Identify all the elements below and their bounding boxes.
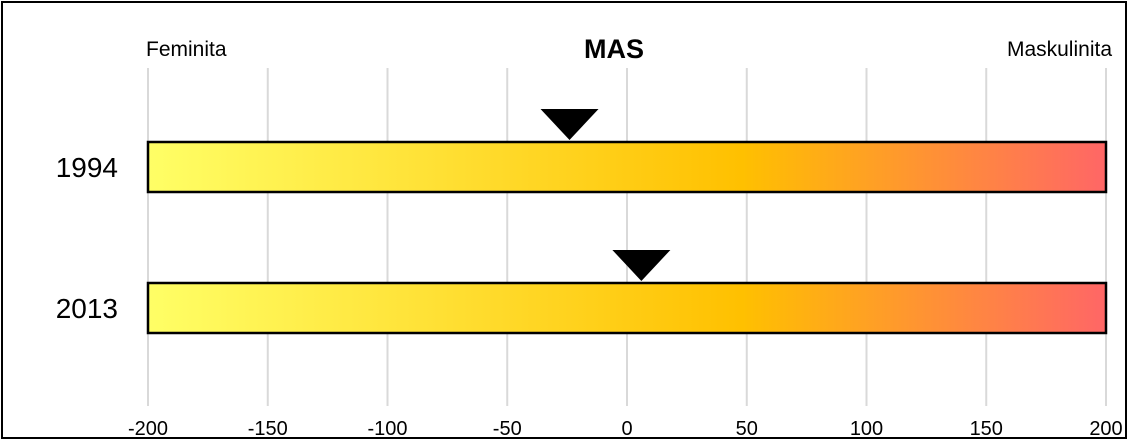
row-label-2013: 2013 — [56, 293, 118, 324]
x-tick-label: 0 — [621, 418, 632, 436]
grid-lines: -200 -150 -100 -50 0 50 100 150 200 — [128, 68, 1123, 436]
markers — [540, 109, 671, 281]
x-tick-label: -50 — [493, 418, 522, 436]
x-tick-label: 100 — [850, 418, 883, 436]
x-tick-label: -100 — [367, 418, 407, 436]
bar-1994 — [146, 140, 1108, 194]
x-tick-label: 150 — [970, 418, 1003, 436]
bar-2013 — [146, 281, 1108, 335]
left-pole-label: Feminita — [146, 38, 227, 61]
marker-1994 — [540, 109, 599, 140]
bars: 1994 2013 — [56, 140, 1108, 335]
right-pole-label: Maskulinita — [1007, 38, 1112, 61]
x-tick-label: -200 — [128, 418, 168, 436]
marker-2013 — [612, 250, 671, 281]
labels: Feminita MAS Maskulinita — [146, 34, 1112, 64]
x-tick-label: 50 — [736, 418, 758, 436]
x-tick-label: -150 — [248, 418, 288, 436]
chart-title: MAS — [584, 34, 644, 64]
x-tick-label: 200 — [1089, 418, 1122, 436]
row-label-1994: 1994 — [56, 152, 118, 183]
